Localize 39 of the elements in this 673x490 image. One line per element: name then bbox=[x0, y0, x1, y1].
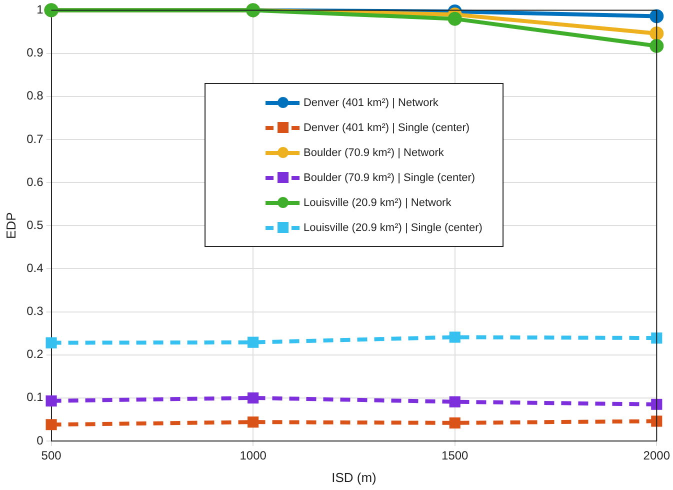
point bbox=[650, 38, 664, 53]
y-tick-label: 0.9 bbox=[26, 46, 44, 60]
legend-label: Boulder (70.9 km²) | Single (center) bbox=[303, 172, 476, 184]
x-tick-label: 500 bbox=[41, 448, 62, 463]
y-tick-label: 1 bbox=[36, 2, 44, 17]
point bbox=[449, 396, 460, 408]
point bbox=[46, 337, 57, 348]
legend-label: Denver (401 km²) | Network bbox=[303, 96, 438, 109]
y-tick-label: 0.4 bbox=[26, 260, 44, 275]
legend-label: Louisville (20.9 km²) | Single (center) bbox=[303, 222, 482, 234]
y-tick-label: 0.6 bbox=[26, 174, 44, 189]
point bbox=[650, 9, 664, 24]
y-tick-label: 0.3 bbox=[26, 304, 44, 318]
point bbox=[448, 12, 462, 26]
point bbox=[449, 332, 460, 343]
point bbox=[651, 416, 662, 427]
point bbox=[650, 26, 664, 40]
x-tick-label: 1000 bbox=[240, 448, 267, 463]
y-tick-label: 0.1 bbox=[26, 390, 44, 404]
point bbox=[46, 419, 57, 430]
x-axis-title: ISD (m) bbox=[332, 470, 376, 485]
point bbox=[46, 395, 57, 406]
x-tick-label: 2000 bbox=[643, 448, 670, 463]
x-tick-label: 1500 bbox=[442, 448, 469, 463]
y-tick-label: 0.5 bbox=[26, 218, 44, 232]
point bbox=[651, 398, 662, 410]
y-tick-label: 0.8 bbox=[26, 88, 44, 103]
legend-label: Denver (401 km²) | Single (center) bbox=[303, 122, 470, 134]
point bbox=[248, 392, 259, 404]
point bbox=[248, 336, 259, 348]
legend-label: Louisville (20.9 km²) | Network bbox=[303, 196, 452, 209]
point bbox=[651, 332, 662, 344]
y-tick-label: 0.7 bbox=[26, 132, 44, 146]
point bbox=[248, 416, 259, 428]
y-axis-title: EDP bbox=[3, 212, 18, 239]
legend-label: Boulder (70.9 km²) | Network bbox=[303, 146, 444, 159]
y-tick-label: 0 bbox=[36, 433, 44, 448]
y-tick-label: 0.2 bbox=[26, 347, 44, 362]
point bbox=[449, 417, 460, 428]
